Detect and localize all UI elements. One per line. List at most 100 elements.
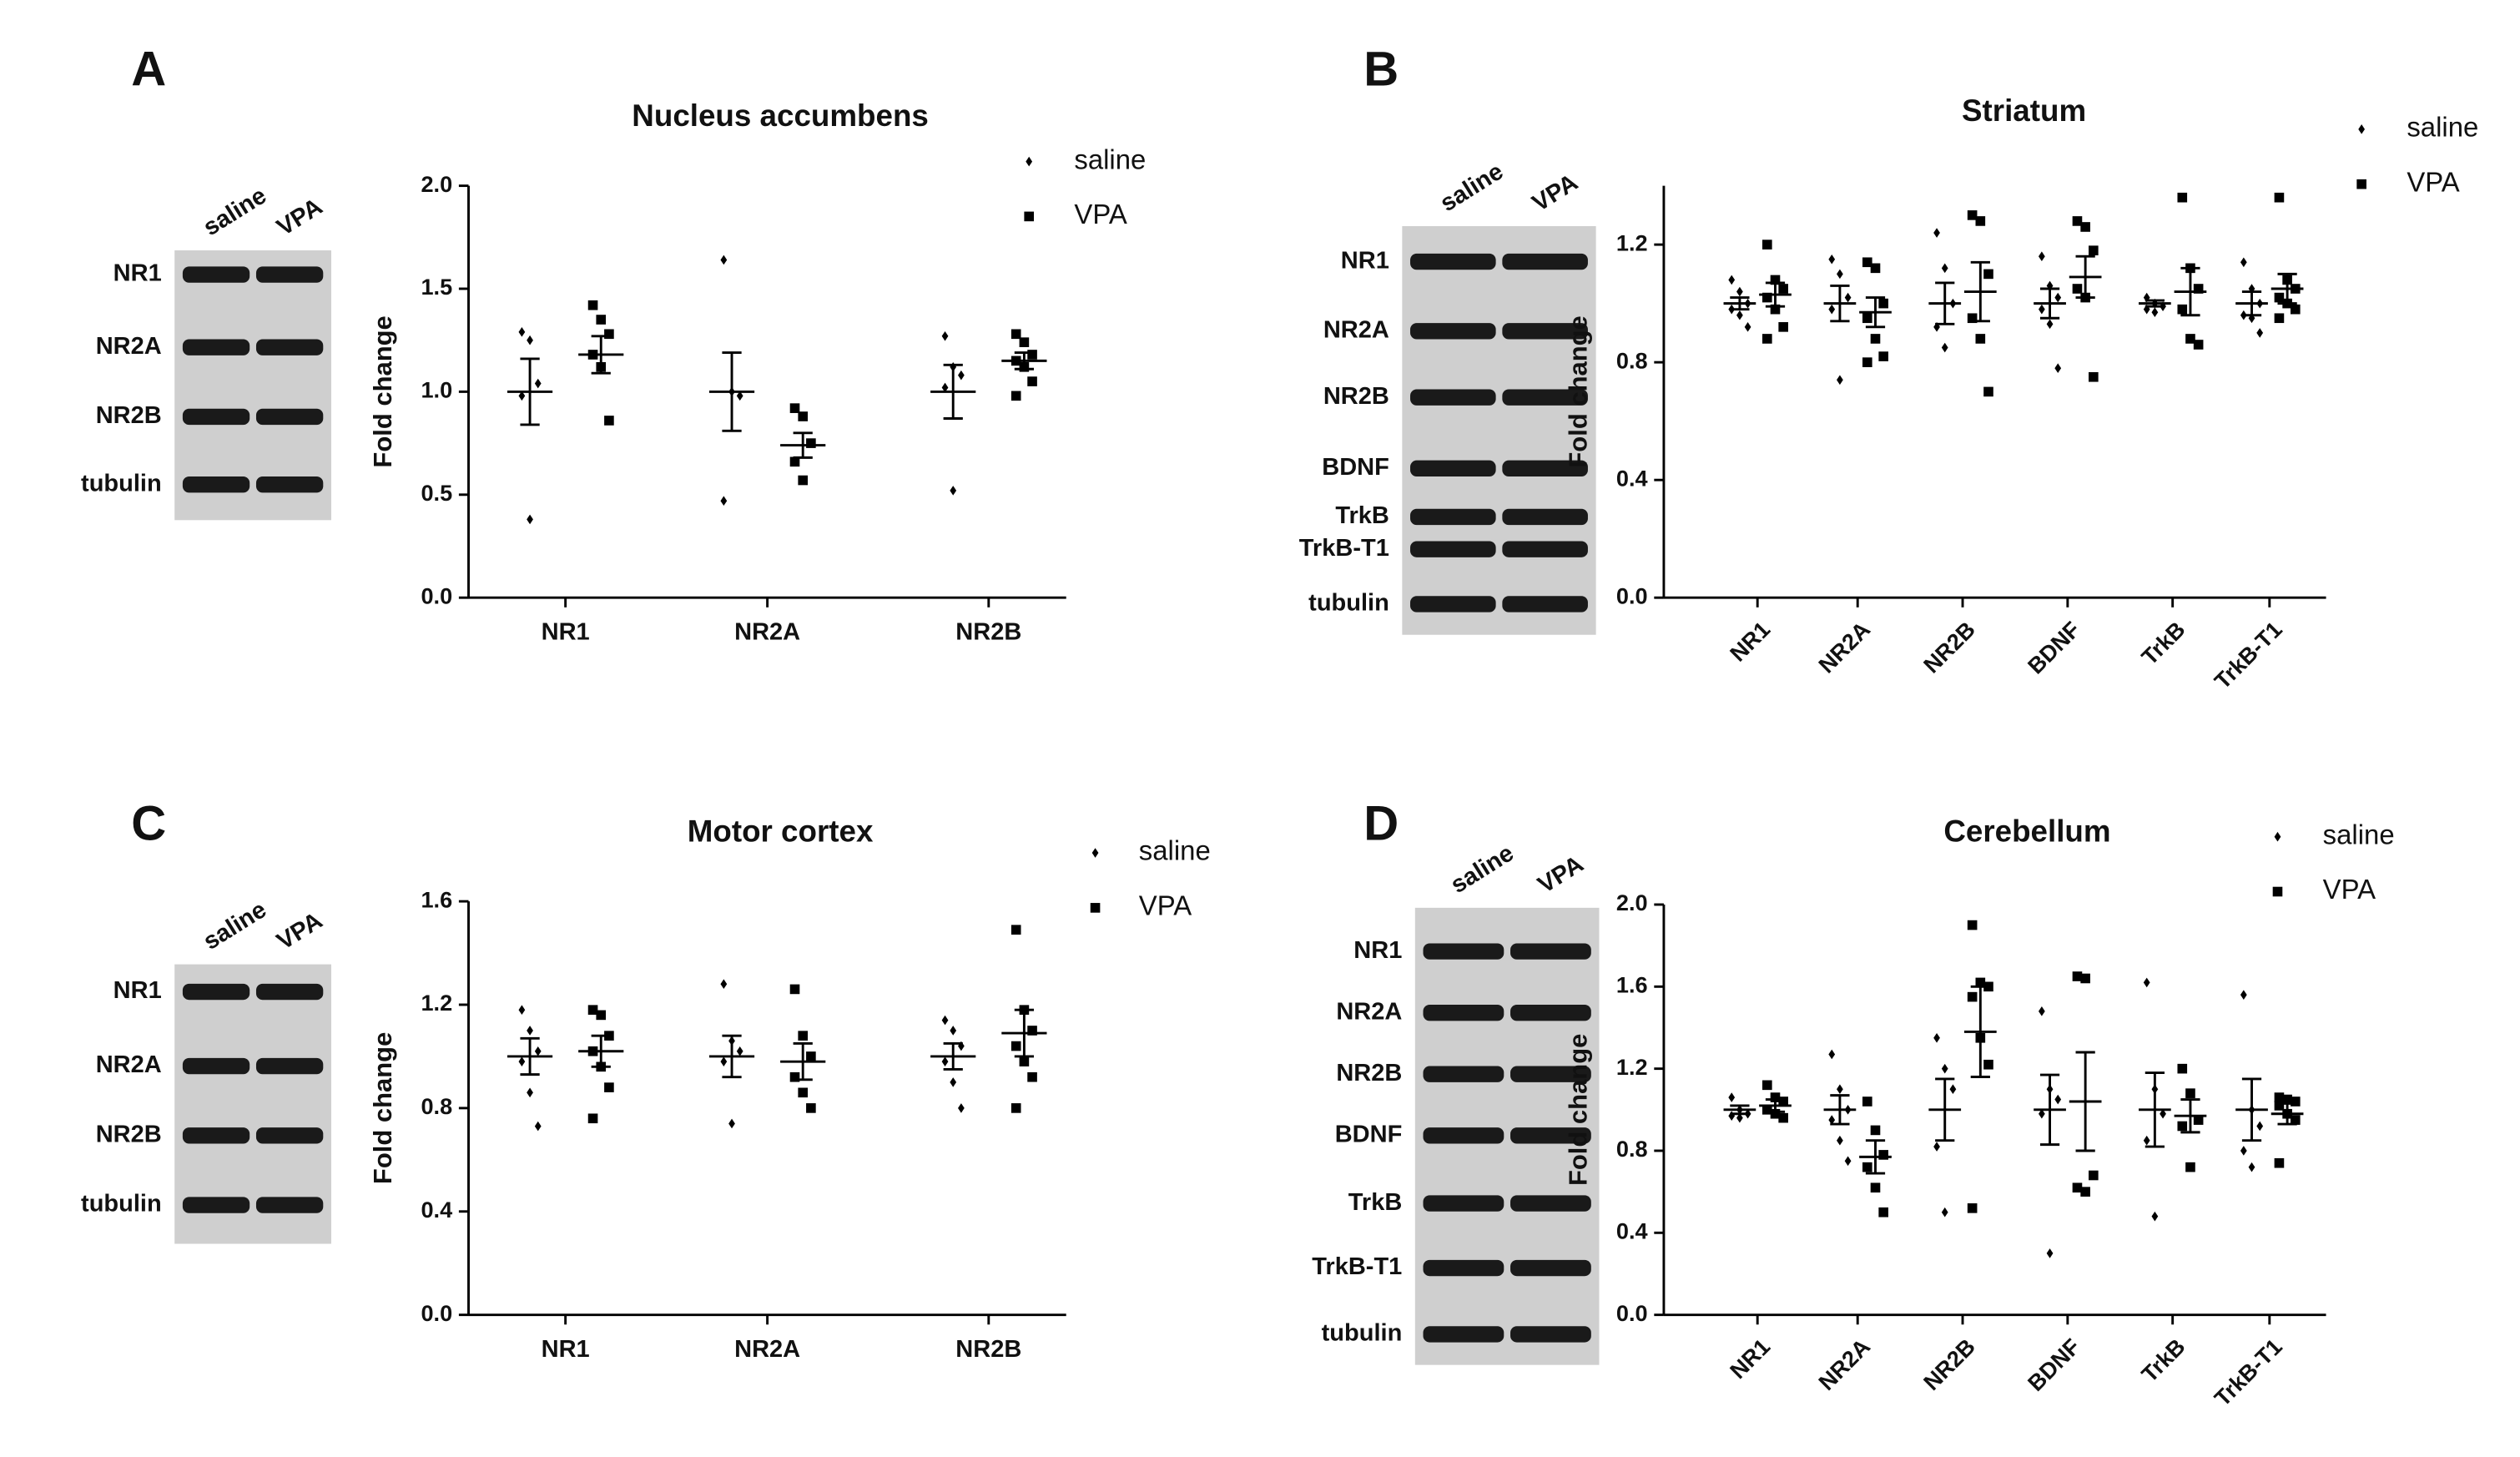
point	[1870, 1125, 1881, 1136]
point	[941, 330, 949, 341]
chart-title: Nucleus accumbens	[632, 98, 929, 133]
band	[1510, 943, 1591, 960]
point	[1828, 1049, 1836, 1060]
point	[2089, 1170, 2099, 1181]
band-label: tubulin	[81, 470, 162, 497]
band-label: NR2A	[1336, 998, 1402, 1025]
point	[518, 1005, 526, 1016]
x-tick-label: BDNF	[2023, 616, 2085, 678]
legend-label: VPA	[2323, 874, 2376, 905]
band	[255, 339, 324, 355]
point	[2274, 192, 2285, 203]
error-bar	[1865, 1139, 1886, 1175]
point	[1728, 275, 1736, 285]
band	[1423, 1005, 1504, 1021]
point	[2054, 1094, 2062, 1105]
band	[1410, 389, 1496, 406]
y-tick-label: 1.0	[421, 377, 452, 403]
error-bar	[1765, 1098, 1786, 1113]
band-label: NR2A	[96, 333, 162, 360]
point	[2039, 1006, 2045, 1016]
point	[720, 496, 728, 507]
point	[2039, 1108, 2045, 1119]
band	[1423, 1326, 1504, 1343]
point	[1828, 254, 1836, 265]
point	[736, 391, 743, 401]
error-bar	[2241, 290, 2262, 317]
point	[958, 370, 965, 381]
error-bar	[722, 1034, 742, 1079]
point	[2274, 1101, 2285, 1111]
error-bar	[1935, 281, 1955, 325]
point	[1762, 292, 1772, 303]
point	[1736, 1112, 1743, 1123]
band-label: tubulin	[1322, 1320, 1403, 1347]
point	[1975, 216, 1986, 226]
point	[1862, 257, 1872, 268]
error-bar	[1014, 351, 1035, 371]
y-axis-label: Fold change	[368, 315, 397, 467]
band	[1502, 596, 1588, 613]
band-label: NR1	[113, 977, 162, 1004]
point	[2143, 1135, 2150, 1146]
point	[1941, 342, 1948, 353]
band	[1510, 1326, 1591, 1343]
point	[1011, 391, 1021, 401]
band	[255, 1197, 324, 1213]
band	[1423, 943, 1504, 960]
point	[1975, 977, 1986, 988]
point	[1762, 334, 1772, 344]
chart-title: Striatum	[1962, 93, 2086, 128]
point	[534, 1121, 542, 1132]
point	[1975, 334, 1986, 344]
point	[1778, 1097, 1788, 1107]
point	[604, 329, 614, 340]
band	[182, 408, 250, 426]
point	[1870, 1182, 1881, 1193]
error-bar	[1730, 1104, 1750, 1116]
point	[1027, 1071, 1037, 1082]
point	[596, 315, 607, 325]
band	[182, 476, 250, 493]
legend-marker	[1090, 903, 1101, 913]
error-bar	[591, 335, 611, 375]
error-bar	[2277, 1102, 2297, 1126]
band-label: TrkB-T1	[1312, 1253, 1402, 1280]
y-tick-label: 0.4	[1616, 465, 1648, 491]
point	[587, 1005, 598, 1016]
point	[1862, 357, 1872, 367]
point	[1878, 1150, 1888, 1160]
y-tick-label: 1.2	[1616, 229, 1648, 255]
band	[1410, 253, 1496, 270]
point	[2080, 973, 2090, 984]
y-axis-label: Fold change	[1563, 1034, 1592, 1186]
point	[2240, 1146, 2247, 1156]
band	[1502, 389, 1588, 406]
point	[2240, 257, 2247, 268]
error-bar	[943, 363, 963, 420]
point	[2089, 245, 2099, 255]
legend-label: VPA	[1074, 199, 1126, 229]
point	[596, 1010, 607, 1021]
point	[958, 1103, 965, 1113]
point	[2193, 1115, 2204, 1125]
x-tick-label: TrkB	[2136, 1333, 2190, 1387]
error-bar	[520, 357, 540, 426]
error-bar	[1014, 1008, 1035, 1058]
error-bar	[1730, 296, 1750, 311]
point	[527, 1026, 533, 1036]
point	[1983, 269, 1993, 280]
point	[1736, 310, 1743, 320]
point	[2177, 1121, 2188, 1132]
legend-marker	[1091, 848, 1099, 858]
point	[1837, 1084, 1843, 1095]
point	[1762, 239, 1772, 250]
chart-title: Motor cortex	[688, 814, 874, 849]
x-tick-label: NR2A	[734, 1336, 800, 1363]
band-label: NR2A	[1323, 316, 1389, 343]
legend-label: saline	[1139, 835, 1211, 866]
point	[1862, 1097, 1872, 1107]
band	[182, 1057, 250, 1075]
band	[1510, 1195, 1591, 1212]
